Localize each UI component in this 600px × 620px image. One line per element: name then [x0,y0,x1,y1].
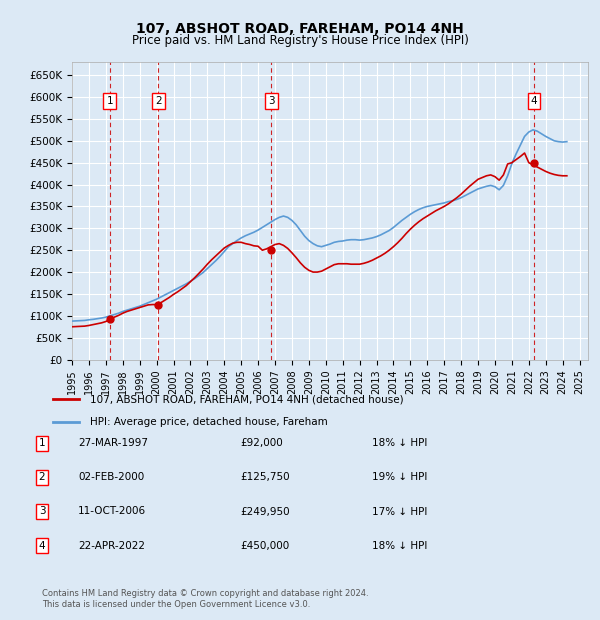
Text: £249,950: £249,950 [240,507,290,516]
Text: 1: 1 [106,95,113,105]
Text: 3: 3 [38,507,46,516]
Text: 18% ↓ HPI: 18% ↓ HPI [372,541,427,551]
Text: 18% ↓ HPI: 18% ↓ HPI [372,438,427,448]
Text: 4: 4 [531,95,538,105]
Text: 2: 2 [155,95,161,105]
Text: £450,000: £450,000 [240,541,289,551]
Text: Contains HM Land Registry data © Crown copyright and database right 2024.
This d: Contains HM Land Registry data © Crown c… [42,590,368,609]
Text: 1: 1 [38,438,46,448]
Text: 107, ABSHOT ROAD, FAREHAM, PO14 4NH (detached house): 107, ABSHOT ROAD, FAREHAM, PO14 4NH (det… [89,394,403,404]
Text: £125,750: £125,750 [240,472,290,482]
Text: HPI: Average price, detached house, Fareham: HPI: Average price, detached house, Fare… [89,417,327,427]
Text: 11-OCT-2006: 11-OCT-2006 [78,507,146,516]
Text: 02-FEB-2000: 02-FEB-2000 [78,472,144,482]
Text: 4: 4 [38,541,46,551]
Text: 17% ↓ HPI: 17% ↓ HPI [372,507,427,516]
Text: Price paid vs. HM Land Registry's House Price Index (HPI): Price paid vs. HM Land Registry's House … [131,34,469,47]
Text: 107, ABSHOT ROAD, FAREHAM, PO14 4NH: 107, ABSHOT ROAD, FAREHAM, PO14 4NH [136,22,464,36]
Text: £92,000: £92,000 [240,438,283,448]
Text: 19% ↓ HPI: 19% ↓ HPI [372,472,427,482]
Text: 3: 3 [268,95,275,105]
Text: 27-MAR-1997: 27-MAR-1997 [78,438,148,448]
Text: 22-APR-2022: 22-APR-2022 [78,541,145,551]
Text: 2: 2 [38,472,46,482]
